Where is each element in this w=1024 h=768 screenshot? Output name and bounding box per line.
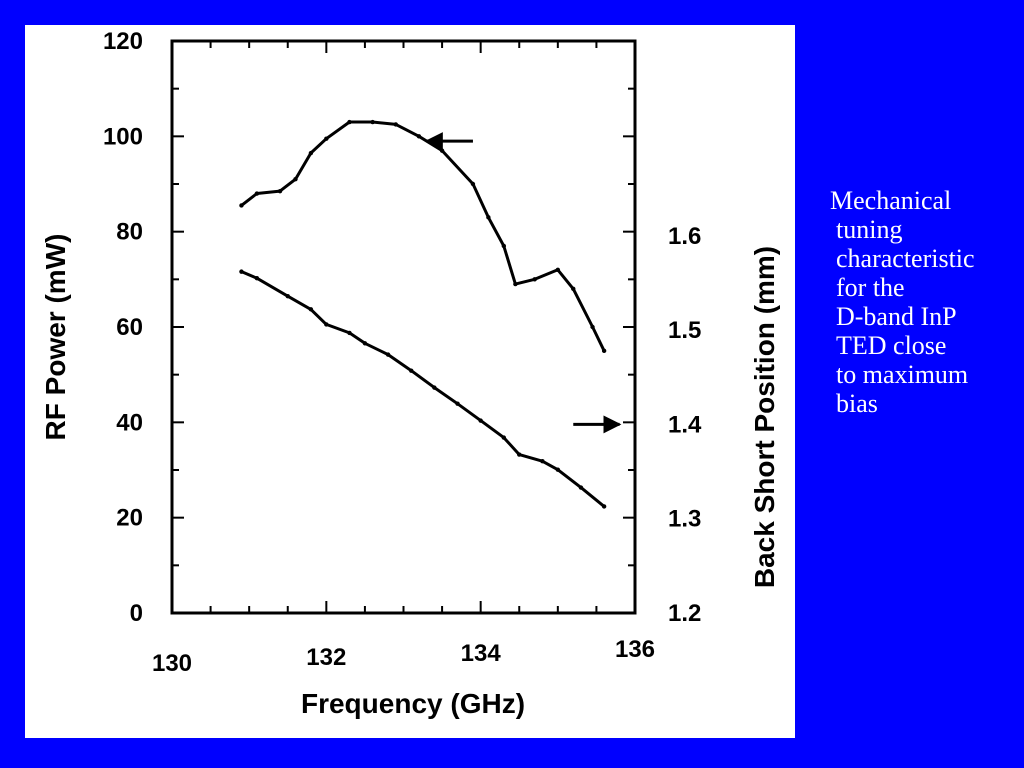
series-back-short-position-point <box>432 385 437 390</box>
x-tick-label: 132 <box>306 644 346 671</box>
series-rf-power-point <box>532 277 537 282</box>
series-rf-power-point <box>513 281 518 287</box>
x-tick-label: 130 <box>152 650 192 677</box>
y2-tick-label: 1.3 <box>668 506 701 533</box>
y2-tick-label: 1.2 <box>668 600 701 627</box>
series-back-short-position-point <box>601 504 607 509</box>
series-rf-power-point <box>601 348 607 354</box>
figure-panel: 0 20 40 60 80 100 120 1.2 1.3 1.4 1.5 1.6 130 132 13… <box>25 25 795 738</box>
series-rf-power-point <box>324 136 329 141</box>
series-back-short-position-point <box>285 293 290 299</box>
x-axis-title: Frequency (GHz) <box>301 688 525 719</box>
series-rf-power-point <box>590 324 595 330</box>
caption-line: for the <box>836 273 905 302</box>
series-rf-power-point <box>439 148 445 153</box>
series-rf-power-point <box>555 267 561 272</box>
series-back-short-position-point <box>385 352 391 357</box>
series-back-short-position-point <box>254 276 260 281</box>
series-rf-power-point <box>393 122 398 127</box>
y2-axis-title: Back Short Position (mm) <box>749 246 780 588</box>
series-back-short-position-line <box>240 270 606 508</box>
caption-line: tuning <box>836 215 903 244</box>
series-back-short-position-point <box>409 368 414 373</box>
series-back-short-position-point <box>540 458 545 464</box>
series-rf-power-point <box>277 188 283 194</box>
caption-line: Mechanical <box>830 186 952 215</box>
caption-line: D-band InP <box>836 302 957 331</box>
series-back-short-position-point <box>324 322 329 327</box>
series-back-short-position-point <box>517 452 522 457</box>
y-tick-label: 100 <box>103 123 143 150</box>
right-axis-ticks: 1.2 1.3 1.4 1.5 1.6 <box>668 223 702 627</box>
caption: Mechanical tuning characteristic for the… <box>830 186 1020 418</box>
series-back-short-position-point <box>455 401 460 406</box>
series-rf-power-point <box>501 243 507 249</box>
series-back-short-position-point <box>478 418 483 423</box>
series-rf-power-point <box>486 215 491 220</box>
caption-line: to maximum <box>836 360 969 389</box>
left-axis-ticks: 0 20 40 60 80 100 120 <box>103 28 635 627</box>
series-back-short-position-point <box>239 269 244 274</box>
series-rf-power-point <box>470 181 476 187</box>
caption-line: bias <box>836 389 878 418</box>
series-rf-power-point <box>239 203 244 208</box>
series-rf-power-point <box>308 150 314 156</box>
series-rf-power-point <box>571 286 576 292</box>
series-back-short-position-point <box>501 435 507 440</box>
arrow-layer <box>424 132 622 434</box>
series-back-short-position-point <box>578 485 584 490</box>
series-back-short-position-point <box>308 307 314 312</box>
series-rf-power-line <box>240 120 606 352</box>
y2-tick-label: 1.6 <box>668 223 701 250</box>
series-back-short-position-point <box>362 341 368 346</box>
y-axis-title: RF Power (mW) <box>40 234 71 441</box>
series-rf-power-point <box>254 191 260 196</box>
caption-line: characteristic <box>836 244 975 273</box>
y-tick-label: 40 <box>116 409 143 436</box>
series-rf-power-point <box>347 119 352 125</box>
y2-tick-label: 1.4 <box>668 411 702 438</box>
y-tick-label: 60 <box>116 314 143 341</box>
x-tick-label: 134 <box>461 640 502 667</box>
series-back-short-position-point <box>347 330 352 336</box>
x-axis-ticks: 130 132 134 136 <box>152 41 655 677</box>
y-tick-label: 20 <box>116 505 143 532</box>
y-tick-label: 80 <box>116 219 143 246</box>
y-tick-label: 120 <box>103 28 143 55</box>
series-rf-power-point <box>370 119 375 125</box>
series-rf-power-point <box>293 177 298 182</box>
caption-line: TED close <box>836 331 947 360</box>
series-layer <box>239 119 607 509</box>
y2-tick-label: 1.5 <box>668 317 701 344</box>
y-tick-label: 0 <box>130 600 143 627</box>
series-back-short-position-point <box>555 467 561 472</box>
x-tick-label: 136 <box>615 636 655 663</box>
series-rf-power-point <box>416 134 422 139</box>
